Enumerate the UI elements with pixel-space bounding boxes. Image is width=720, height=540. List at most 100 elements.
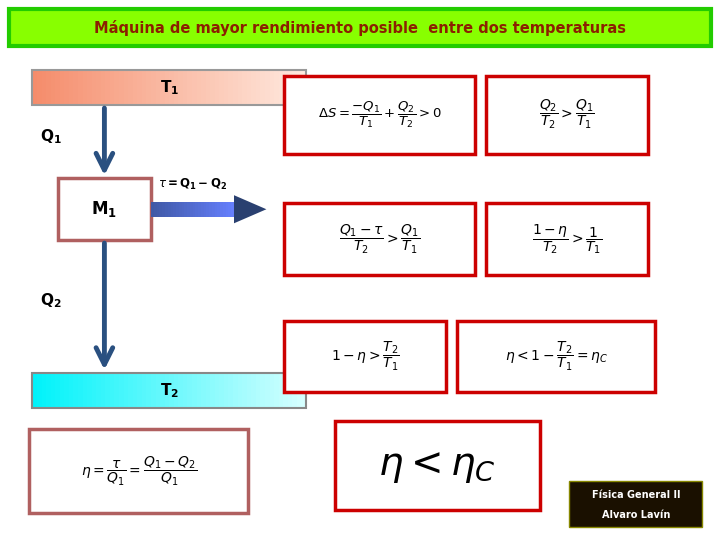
Bar <box>174 70 179 105</box>
Bar <box>171 201 174 217</box>
Bar <box>91 373 96 408</box>
Bar <box>197 373 201 408</box>
Bar <box>215 373 220 408</box>
Text: $\tau\mathbf{=Q_1-Q_2}$: $\tau\mathbf{=Q_1-Q_2}$ <box>158 178 228 192</box>
Bar <box>91 70 96 105</box>
Bar <box>42 70 46 105</box>
Bar <box>206 373 210 408</box>
Bar <box>224 373 228 408</box>
Bar <box>73 373 78 408</box>
Bar <box>269 70 274 105</box>
Bar <box>269 373 274 408</box>
Bar <box>162 201 166 217</box>
Bar <box>193 201 196 217</box>
FancyBboxPatch shape <box>29 429 248 513</box>
Bar <box>87 373 91 408</box>
Bar <box>212 201 215 217</box>
Bar <box>228 201 232 217</box>
FancyBboxPatch shape <box>486 76 648 154</box>
Bar <box>223 201 226 217</box>
Bar <box>60 70 64 105</box>
Text: Alvaro Lavín: Alvaro Lavín <box>602 510 670 519</box>
Bar <box>183 70 187 105</box>
FancyBboxPatch shape <box>569 481 702 526</box>
Bar <box>165 373 169 408</box>
Bar <box>233 70 238 105</box>
FancyBboxPatch shape <box>284 321 446 392</box>
Bar <box>274 373 279 408</box>
Bar <box>256 373 261 408</box>
Bar <box>114 373 119 408</box>
Bar <box>247 70 251 105</box>
Bar <box>181 201 185 217</box>
FancyBboxPatch shape <box>486 202 648 275</box>
Bar <box>190 201 193 217</box>
Bar <box>201 373 206 408</box>
Bar <box>50 373 55 408</box>
Bar <box>132 70 138 105</box>
Bar <box>128 70 132 105</box>
Bar <box>78 373 83 408</box>
Bar <box>292 70 297 105</box>
Bar <box>251 373 256 408</box>
Bar <box>174 201 177 217</box>
FancyBboxPatch shape <box>335 421 540 510</box>
Bar <box>183 373 187 408</box>
Bar <box>42 373 46 408</box>
Bar <box>195 201 199 217</box>
Bar <box>32 373 37 408</box>
Bar <box>179 70 183 105</box>
Text: $\dfrac{Q_1 - \tau}{T_2} > \dfrac{Q_1}{T_1}$: $\dfrac{Q_1 - \tau}{T_2} > \dfrac{Q_1}{T… <box>339 222 420 255</box>
Bar <box>204 201 207 217</box>
Bar <box>160 373 165 408</box>
Bar <box>73 70 78 105</box>
Bar <box>247 373 251 408</box>
Bar <box>128 373 132 408</box>
Bar <box>288 373 292 408</box>
Bar <box>110 70 114 105</box>
Bar <box>179 373 183 408</box>
Text: Física General II: Física General II <box>592 490 680 500</box>
Bar <box>174 373 179 408</box>
Bar <box>274 70 279 105</box>
Bar <box>46 373 50 408</box>
Bar <box>220 201 224 217</box>
Bar <box>83 70 87 105</box>
Bar <box>138 70 142 105</box>
Bar <box>231 201 235 217</box>
Bar <box>119 373 124 408</box>
Bar <box>187 70 192 105</box>
Bar <box>187 373 192 408</box>
Text: $\dfrac{1-\eta}{T_2} > \dfrac{1}{T_1}$: $\dfrac{1-\eta}{T_2} > \dfrac{1}{T_1}$ <box>532 222 602 256</box>
Bar <box>138 373 142 408</box>
Text: Máquina de mayor rendimiento posible  entre dos temperaturas: Máquina de mayor rendimiento posible ent… <box>94 19 626 36</box>
FancyBboxPatch shape <box>284 202 475 275</box>
Bar <box>261 373 265 408</box>
Bar <box>50 70 55 105</box>
Text: $\mathbf{T_2}$: $\mathbf{T_2}$ <box>160 381 179 400</box>
Text: $\mathbf{T_1}$: $\mathbf{T_1}$ <box>160 78 179 97</box>
Text: $\mathbf{Q_2}$: $\mathbf{Q_2}$ <box>40 292 61 310</box>
Text: $\eta < 1 - \dfrac{T_2}{T_1} = \eta_C$: $\eta < 1 - \dfrac{T_2}{T_1} = \eta_C$ <box>505 340 608 373</box>
Bar <box>242 70 247 105</box>
Bar <box>187 201 191 217</box>
Bar <box>217 201 221 217</box>
Bar <box>233 373 238 408</box>
Bar <box>105 70 110 105</box>
Bar <box>169 70 174 105</box>
Bar <box>238 373 242 408</box>
Bar <box>132 373 138 408</box>
Bar <box>69 70 73 105</box>
Bar <box>224 70 228 105</box>
Bar <box>165 201 168 217</box>
Bar <box>96 373 101 408</box>
FancyBboxPatch shape <box>284 76 475 154</box>
Bar <box>160 201 163 217</box>
Bar <box>32 70 37 105</box>
Bar <box>220 373 224 408</box>
Bar <box>201 201 204 217</box>
Bar <box>156 373 160 408</box>
Bar <box>207 201 210 217</box>
Bar <box>83 373 87 408</box>
Bar <box>114 70 119 105</box>
